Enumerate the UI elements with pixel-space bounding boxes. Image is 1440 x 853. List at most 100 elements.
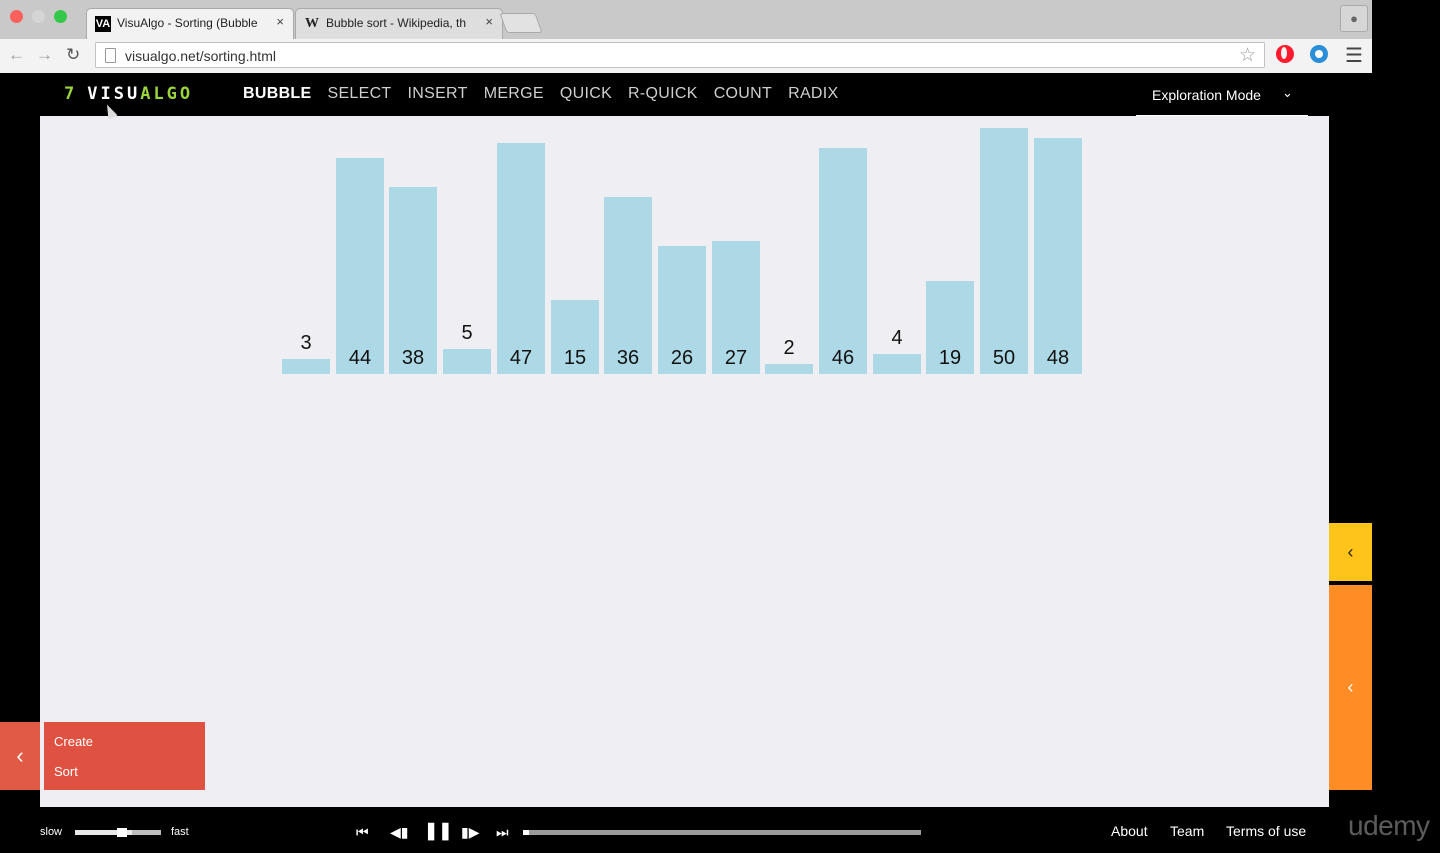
array-bar — [336, 157, 384, 374]
array-bar — [926, 280, 974, 374]
tab-title: Bubble sort - Wikipedia, th — [326, 16, 467, 30]
tab-close-icon[interactable]: × — [485, 14, 493, 29]
array-bar — [980, 128, 1028, 374]
array-bar — [497, 142, 545, 374]
array-bar-label: 4 — [891, 327, 903, 350]
animation-progress-bar[interactable] — [523, 830, 921, 835]
opera-extension-icon[interactable] — [1276, 45, 1294, 63]
create-action[interactable]: Create — [54, 734, 94, 749]
array-bar-label: 38 — [401, 347, 425, 369]
array-bar — [819, 147, 867, 374]
logo-text-part1: VISU — [87, 84, 141, 104]
array-bar — [873, 354, 921, 374]
array-bar-label: 50 — [992, 347, 1016, 369]
array-bar-label: 5 — [461, 322, 473, 345]
status-panel-toggle[interactable]: ‹ — [1329, 523, 1372, 581]
chevron-left-icon: ‹ — [1347, 542, 1354, 562]
window-close-button[interactable] — [10, 10, 23, 23]
speed-slider[interactable] — [75, 828, 161, 837]
team-link[interactable]: Team — [1170, 823, 1205, 839]
array-bar-label: 47 — [509, 347, 533, 369]
browser-chrome: VA VisuAlgo - Sorting (Bubble × W Bubble… — [0, 0, 1372, 74]
array-bar — [389, 187, 437, 374]
step-forward-icon[interactable]: ▮▶ — [461, 824, 480, 840]
nav-r-quick[interactable]: R-QUICK — [628, 85, 698, 102]
nav-count[interactable]: COUNT — [713, 85, 773, 102]
go-to-beginning-icon[interactable]: ⏮ — [356, 824, 369, 840]
about-link[interactable]: About — [1111, 823, 1148, 839]
new-tab-button[interactable] — [499, 13, 543, 33]
array-bar-label: 36 — [616, 347, 640, 369]
speed-slider-fill — [75, 830, 132, 835]
nav-quick[interactable]: QUICK — [559, 85, 613, 102]
mode-dropdown[interactable]: Exploration Mode ⌄ — [1136, 73, 1308, 117]
chevron-left-icon: ‹ — [16, 743, 24, 768]
action-panel: Create Sort — [44, 722, 205, 790]
window-maximize-button[interactable] — [54, 10, 67, 23]
chevron-left-icon: ‹ — [1347, 677, 1354, 697]
pause-icon[interactable]: ❚❚ — [424, 821, 453, 840]
profile-icon[interactable]: ● — [1340, 5, 1368, 32]
array-bar-label: 2 — [783, 337, 795, 360]
visualgo-logo[interactable]: 7 VISUALGO — [64, 84, 193, 104]
logo-text-part2: ALGO — [140, 84, 194, 104]
bookmark-star-icon[interactable]: ☆ — [1238, 45, 1256, 66]
array-bar — [765, 364, 813, 374]
speed-slow-label: slow — [40, 826, 63, 838]
forward-arrow-icon[interactable]: → — [36, 45, 53, 64]
array-bar — [658, 246, 706, 374]
chevron-down-icon: ⌄ — [1282, 85, 1293, 100]
array-bar-label: 48 — [1046, 347, 1070, 369]
tab-close-icon[interactable]: × — [276, 14, 284, 29]
url-text[interactable]: visualgo.net/sorting.html — [125, 48, 276, 64]
visualization-canvas: 3 44 38 5 47 15 36 26 27 2 46 4 19 50 48 — [40, 116, 1329, 807]
array-bar-label: 15 — [563, 347, 587, 369]
tab-strip: VA VisuAlgo - Sorting (Bubble × W Bubble… — [0, 0, 1372, 39]
wikipedia-favicon-icon: W — [305, 16, 319, 31]
tab-wikipedia[interactable]: W Bubble sort - Wikipedia, th × — [295, 8, 503, 39]
array-bar — [1034, 137, 1082, 374]
visualgo-favicon-icon: VA — [95, 16, 111, 32]
sort-action[interactable]: Sort — [54, 764, 78, 779]
array-bar — [604, 196, 652, 374]
step-backward-icon[interactable]: ◀▮ — [390, 824, 409, 840]
array-bar-label: 19 — [938, 347, 962, 369]
nav-bubble[interactable]: BUBBLE — [243, 85, 312, 102]
footer: slow fast ⏮ ◀▮ ❚❚ ▮▶ ⏭ About Team Terms … — [0, 807, 1372, 853]
nav-radix[interactable]: RADIX — [788, 85, 839, 102]
logo-number: 7 — [64, 84, 78, 104]
codetrace-panel-toggle[interactable]: ‹ — [1329, 585, 1372, 790]
array-bar — [282, 359, 330, 374]
animation-progress-fill — [523, 830, 529, 835]
tab-title: VisuAlgo - Sorting (Bubble — [117, 16, 258, 30]
reload-icon[interactable]: ↻ — [66, 45, 81, 64]
algorithm-nav: BUBBLE SELECT INSERT MERGE QUICK R-QUICK… — [243, 85, 855, 103]
mode-label: Exploration Mode — [1152, 87, 1261, 103]
nav-insert[interactable]: INSERT — [407, 85, 468, 102]
array-bar-label: 26 — [670, 347, 694, 369]
browser-toolbar: ← → ↻ visualgo.net/sorting.html ☆ ☰ — [0, 39, 1372, 73]
terms-of-use-link[interactable]: Terms of use — [1226, 823, 1307, 839]
go-to-end-icon[interactable]: ⏭ — [496, 824, 509, 840]
array-bar-label: 27 — [724, 347, 748, 369]
udemy-watermark: udemy — [1348, 810, 1430, 841]
array-bar-label: 3 — [300, 332, 312, 355]
page-icon — [105, 48, 116, 63]
address-bar[interactable]: visualgo.net/sorting.html ☆ — [95, 42, 1265, 68]
array-bar-label: 46 — [831, 347, 855, 369]
array-bar-label: 44 — [348, 347, 372, 369]
hamburger-menu-icon[interactable]: ☰ — [1345, 45, 1363, 67]
array-bar — [712, 241, 760, 374]
extension-icon[interactable] — [1310, 45, 1328, 63]
tab-visualgo[interactable]: VA VisuAlgo - Sorting (Bubble × — [86, 8, 294, 39]
back-arrow-icon[interactable]: ← — [8, 45, 25, 64]
action-panel-toggle[interactable]: ‹ — [0, 722, 40, 790]
site-header: 7 VISUALGO BUBBLE SELECT INSERT MERGE QUI… — [0, 73, 1372, 117]
array-bar — [551, 300, 599, 374]
window-minimize-button[interactable] — [32, 10, 45, 23]
speed-fast-label: fast — [171, 826, 189, 838]
nav-merge[interactable]: MERGE — [483, 85, 544, 102]
speed-slider-handle[interactable] — [116, 828, 127, 837]
array-bar — [443, 349, 491, 374]
nav-select[interactable]: SELECT — [327, 85, 392, 102]
